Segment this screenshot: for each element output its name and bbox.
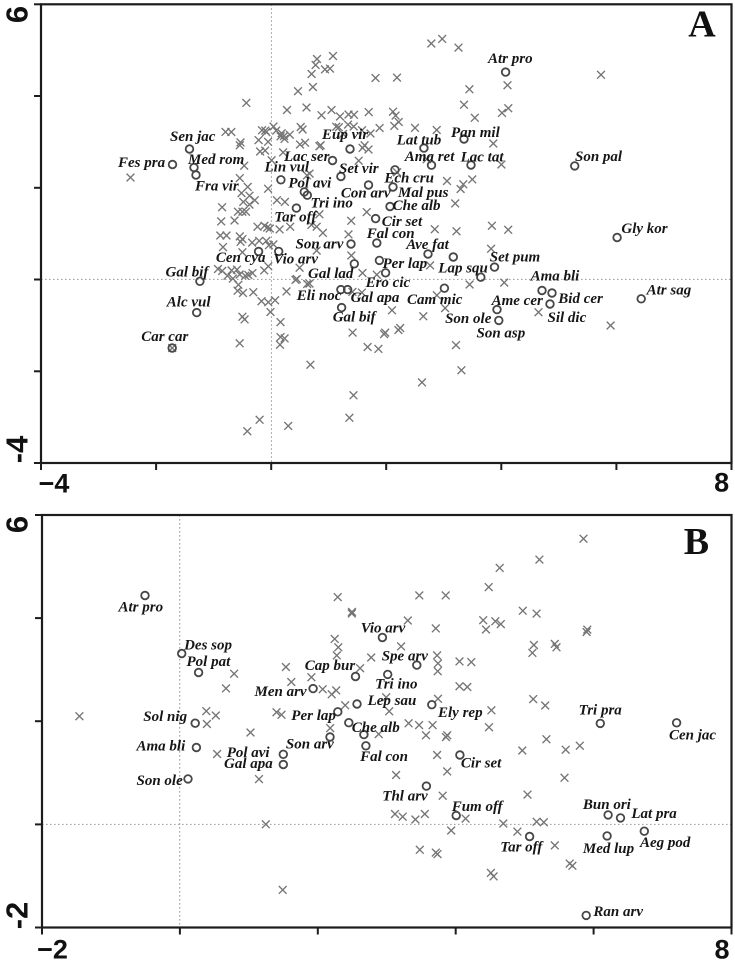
svg-text:Son asp: Son asp (477, 326, 526, 342)
svg-text:Che alb: Che alb (352, 720, 400, 736)
svg-text:Tri ino: Tri ino (375, 676, 417, 692)
svg-text:Gal apa: Gal apa (351, 290, 400, 306)
svg-text:Lap squ: Lap squ (437, 261, 488, 277)
svg-text:Thl arv: Thl arv (382, 788, 428, 804)
svg-text:Con arv: Con arv (341, 186, 391, 202)
svg-text:−4: −4 (39, 469, 70, 499)
svg-text:Lac ser: Lac ser (283, 149, 330, 165)
svg-text:Atr pro: Atr pro (118, 600, 164, 616)
svg-text:6: 6 (0, 516, 35, 533)
svg-text:Eup vir: Eup vir (321, 127, 368, 143)
svg-text:Spe arv: Spe arv (382, 648, 429, 664)
svg-text:Aeg pod: Aeg pod (639, 835, 691, 851)
svg-text:Sil dic: Sil dic (548, 310, 587, 326)
svg-text:Tar off: Tar off (274, 210, 318, 226)
svg-text:Cen cya: Cen cya (216, 250, 266, 266)
svg-text:Ama bli: Ama bli (136, 738, 187, 754)
svg-text:Des sop: Des sop (183, 638, 232, 654)
svg-text:Vio arv: Vio arv (361, 620, 406, 636)
svg-text:Sen jac: Sen jac (170, 129, 216, 145)
svg-text:Son arv: Son arv (286, 736, 334, 752)
svg-text:Set pum: Set pum (490, 250, 540, 266)
svg-text:Fal con: Fal con (366, 226, 415, 242)
svg-text:Gal bif: Gal bif (333, 310, 378, 326)
svg-text:B: B (684, 521, 709, 563)
svg-text:Tri pra: Tri pra (579, 702, 623, 718)
svg-text:Gal bif: Gal bif (166, 264, 211, 280)
svg-text:Son ole: Son ole (445, 311, 492, 327)
svg-text:-2: -2 (0, 902, 35, 930)
svg-text:Eli noc: Eli noc (296, 288, 342, 304)
svg-text:Bun ori: Bun ori (582, 797, 632, 813)
svg-text:8: 8 (714, 935, 729, 960)
svg-text:Lat tub: Lat tub (396, 133, 442, 149)
svg-text:Ech cru: Ech cru (383, 171, 434, 187)
svg-text:Ama bli: Ama bli (530, 269, 581, 285)
svg-text:Cen jac: Cen jac (669, 728, 716, 744)
svg-text:Gly kor: Gly kor (621, 221, 667, 237)
svg-text:Fes pra: Fes pra (117, 155, 166, 171)
svg-text:Ran arv: Ran arv (592, 904, 643, 920)
svg-text:Lac tat: Lac tat (460, 150, 505, 166)
svg-text:Gal apa: Gal apa (224, 756, 273, 772)
svg-text:Med lup: Med lup (582, 841, 635, 857)
svg-text:Alc vul: Alc vul (166, 294, 212, 310)
svg-text:Che alb: Che alb (393, 198, 441, 214)
svg-text:Per lap: Per lap (383, 256, 428, 272)
svg-text:Son pal: Son pal (575, 149, 623, 165)
svg-text:Lat pra: Lat pra (630, 806, 677, 822)
svg-text:Ero cic: Ero cic (365, 275, 411, 291)
svg-text:Per lap: Per lap (291, 708, 336, 724)
svg-text:Vio arv: Vio arv (273, 252, 318, 268)
svg-text:Gal lad: Gal lad (308, 266, 354, 282)
svg-text:Fra vir: Fra vir (194, 179, 239, 195)
svg-text:6: 6 (0, 6, 35, 23)
svg-text:Ame cer: Ame cer (491, 293, 543, 309)
svg-text:−2: −2 (37, 935, 68, 960)
svg-text:Cap bur: Cap bur (305, 658, 356, 674)
svg-text:Son ole: Son ole (137, 773, 184, 789)
svg-text:Car car: Car car (141, 329, 188, 345)
svg-text:Ely rep: Ely rep (437, 705, 483, 721)
svg-text:Tri ino: Tri ino (311, 196, 353, 212)
svg-text:Ave fat: Ave fat (405, 237, 449, 253)
svg-text:Mal pus: Mal pus (397, 185, 449, 201)
svg-text:Ama ret: Ama ret (404, 149, 455, 165)
svg-text:Cir set: Cir set (461, 756, 502, 772)
svg-text:Atr sag: Atr sag (646, 282, 692, 298)
svg-text:-4: -4 (0, 435, 35, 463)
svg-text:A: A (688, 4, 716, 46)
svg-text:Men arv: Men arv (254, 684, 307, 700)
svg-text:Pol avi: Pol avi (288, 176, 332, 192)
svg-text:Sol nig: Sol nig (143, 709, 187, 725)
svg-text:Fum off: Fum off (451, 799, 505, 815)
svg-text:Cir set: Cir set (382, 214, 423, 230)
svg-text:Tar off: Tar off (500, 839, 544, 855)
svg-text:Bid cer: Bid cer (557, 291, 603, 307)
svg-text:Son arv: Son arv (296, 237, 344, 253)
svg-text:Set vir: Set vir (339, 161, 379, 177)
svg-text:Med rom: Med rom (187, 152, 244, 168)
svg-text:Cam mic: Cam mic (407, 292, 463, 308)
svg-text:8: 8 (714, 468, 729, 498)
svg-text:Atr pro: Atr pro (487, 51, 533, 67)
svg-text:Lep sau: Lep sau (367, 693, 417, 709)
svg-text:Pol avi: Pol avi (227, 745, 271, 761)
svg-text:Fal con: Fal con (359, 749, 408, 765)
svg-text:Pol pat: Pol pat (187, 654, 232, 670)
svg-text:Pan mil: Pan mil (451, 125, 501, 141)
svg-text:Lin vul: Lin vul (264, 160, 310, 176)
